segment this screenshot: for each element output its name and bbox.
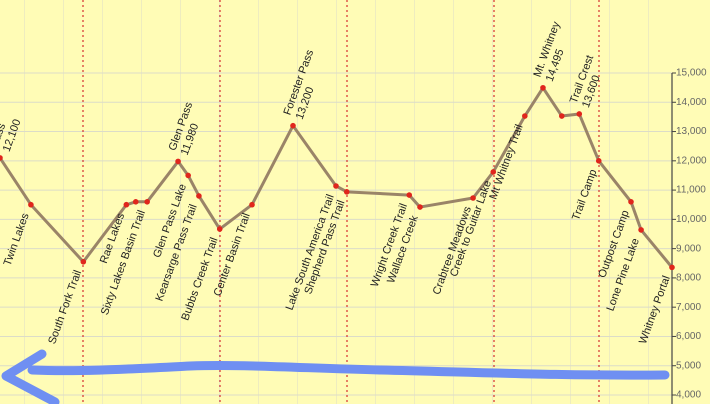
point xyxy=(540,84,546,91)
point xyxy=(576,111,583,117)
point xyxy=(628,199,634,205)
point xyxy=(669,264,675,271)
point xyxy=(216,226,223,232)
y-tick-label: 6,000 xyxy=(676,331,701,342)
point xyxy=(185,172,191,179)
point xyxy=(406,192,413,198)
y-tick-label: 15,000 xyxy=(676,68,707,79)
point xyxy=(28,201,34,208)
point xyxy=(132,199,139,205)
point-label: Pass xyxy=(0,121,8,149)
hand-drawn-arrow xyxy=(1,349,670,404)
point xyxy=(196,193,202,199)
point xyxy=(470,195,476,201)
y-tick-label: 12,000 xyxy=(676,155,707,166)
point xyxy=(638,227,644,233)
point xyxy=(290,122,296,129)
point xyxy=(333,183,339,189)
y-tick-label: 10,000 xyxy=(676,214,707,225)
y-tick-label: 4,000 xyxy=(676,390,701,401)
y-tick-label: 9,000 xyxy=(676,243,701,254)
point xyxy=(0,155,3,161)
point xyxy=(343,189,350,195)
y-tick-label: 5,000 xyxy=(676,360,701,371)
point xyxy=(144,199,150,205)
point xyxy=(123,201,130,208)
y-tick-label: 14,000 xyxy=(676,97,707,108)
day-separators xyxy=(82,0,600,404)
point xyxy=(522,113,528,119)
arrow-head xyxy=(1,349,60,404)
point xyxy=(80,259,87,265)
arrow-shaft xyxy=(27,360,670,380)
y-tick-label: 11,000 xyxy=(676,185,706,196)
point xyxy=(595,158,602,164)
point xyxy=(249,201,255,208)
point xyxy=(417,204,423,210)
y-tick-label: 8,000 xyxy=(676,273,701,284)
point xyxy=(490,169,497,175)
y-tick-label: 7,000 xyxy=(676,302,701,313)
point xyxy=(175,158,181,165)
y-tick-label: 13,000 xyxy=(676,126,707,137)
point xyxy=(558,113,565,119)
